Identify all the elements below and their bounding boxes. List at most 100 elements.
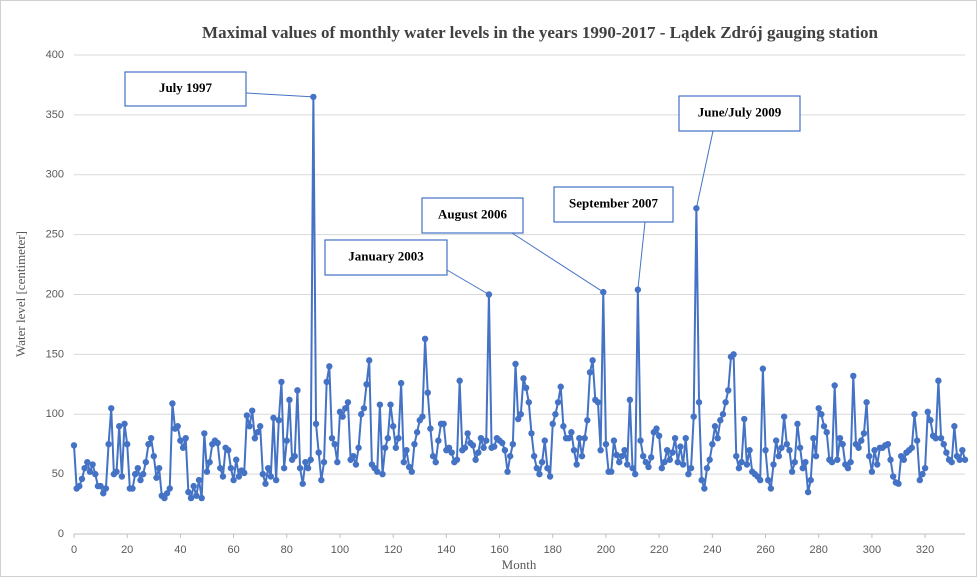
x-tick-label: 120 [384, 544, 402, 556]
data-point [884, 440, 892, 448]
data-point [392, 444, 400, 451]
data-point [565, 435, 572, 442]
data-point [217, 464, 224, 472]
data-point [520, 375, 527, 382]
data-point [315, 449, 322, 456]
data-point [499, 439, 506, 447]
data-point [102, 485, 110, 492]
data-point [530, 452, 538, 460]
x-tick-label: 320 [916, 544, 934, 556]
data-point [786, 446, 793, 454]
data-point [251, 435, 259, 442]
data-point [131, 470, 139, 478]
data-point [804, 488, 812, 496]
data-point [887, 456, 894, 463]
data-point [78, 475, 86, 483]
data-point [387, 401, 394, 408]
data-point [767, 485, 775, 492]
data-point [514, 415, 522, 423]
data-point [81, 464, 88, 472]
data-point [241, 469, 248, 477]
data-point [919, 470, 926, 478]
data-point [145, 440, 152, 448]
data-point [270, 414, 277, 422]
x-tick-label: 280 [810, 544, 828, 556]
annotation-leader [695, 130, 714, 209]
data-point [97, 482, 104, 490]
data-point [701, 485, 708, 492]
data-point [302, 458, 309, 466]
data-point [735, 464, 743, 472]
x-tick-label: 260 [756, 544, 774, 556]
data-point [259, 470, 267, 478]
data-point [895, 480, 902, 487]
annotation-box [553, 186, 674, 223]
data-point [304, 464, 312, 472]
annotation-text: August 2006 [438, 206, 507, 221]
data-point [624, 461, 631, 468]
data-point [264, 464, 272, 472]
data-point [709, 440, 716, 448]
data-point [679, 461, 687, 468]
data-point [629, 464, 636, 472]
data-point [286, 396, 293, 404]
data-point [666, 456, 673, 463]
data-point [121, 420, 128, 428]
data-point [549, 420, 556, 428]
data-point [501, 446, 509, 454]
data-point [283, 437, 290, 444]
data-point [812, 452, 820, 460]
data-point [379, 470, 386, 478]
data-point [185, 488, 192, 496]
data-point [570, 446, 578, 454]
data-point [836, 435, 844, 442]
data-point [738, 458, 745, 466]
data-point [105, 440, 112, 448]
data-point [363, 381, 370, 388]
data-point [799, 464, 806, 472]
data-point [671, 435, 679, 442]
data-point [235, 473, 243, 480]
annotation-box [324, 239, 448, 276]
data-point [358, 411, 365, 418]
x-tick-label: 60 [227, 544, 239, 556]
annotation-leader [511, 232, 604, 293]
data-point [557, 383, 564, 390]
data-point [780, 413, 788, 420]
data-point [775, 452, 783, 460]
data-point [796, 444, 804, 451]
data-point [711, 423, 719, 430]
data-point [647, 454, 655, 461]
data-point [608, 468, 615, 475]
data-point [366, 357, 373, 364]
data-point [621, 446, 628, 454]
data-point [134, 464, 142, 472]
data-point [687, 464, 695, 472]
annotation-box [678, 95, 801, 132]
data-point [92, 470, 99, 478]
annotation-leader [637, 221, 646, 290]
data-point [717, 417, 724, 424]
data-point [733, 452, 740, 460]
data-point [850, 372, 857, 380]
data-point [233, 456, 240, 463]
data-point [187, 494, 195, 502]
data-point [70, 442, 78, 449]
data-point [506, 452, 514, 460]
x-tick-label: 240 [703, 544, 721, 556]
data-point [480, 444, 487, 451]
data-point [663, 446, 671, 454]
data-point [560, 423, 567, 430]
data-point [429, 452, 437, 460]
data-point [275, 417, 282, 424]
data-point [326, 363, 333, 370]
data-point [512, 360, 519, 368]
data-point [951, 423, 958, 430]
y-tick-label: 50 [52, 468, 64, 480]
data-point [413, 429, 421, 436]
data-point [278, 378, 285, 386]
data-point [544, 464, 551, 472]
chart-title: Maximal values of monthly water levels i… [202, 23, 878, 42]
data-point [100, 490, 107, 497]
data-point [757, 476, 764, 484]
